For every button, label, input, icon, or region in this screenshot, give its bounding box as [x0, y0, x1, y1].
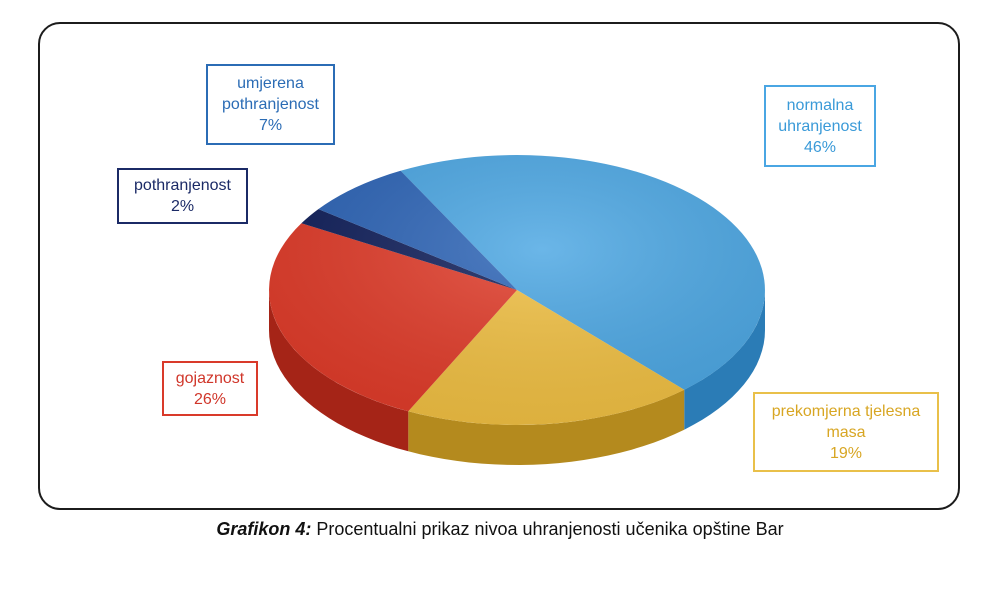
pie-side-2 — [269, 290, 409, 452]
label-pothranjenost: pothranjenost 2% — [117, 168, 248, 224]
pie-side-1 — [408, 389, 685, 465]
figure-caption: Grafikon 4: Procentualni prikaz nivoa uh… — [0, 519, 1000, 540]
pie-sheen — [269, 155, 765, 425]
label-prekomjerna-tjelesna-masa: prekomjerna tjelesna masa 19% — [753, 392, 939, 472]
caption-bold: Grafikon 4: — [216, 519, 312, 539]
label-gojaznost: gojaznost 26% — [162, 361, 258, 416]
label-umjerena-pothranjenost: umjerena pothranjenost 7% — [206, 64, 335, 145]
pie-side-0 — [684, 290, 765, 430]
caption-text: Procentualni prikaz nivoa uhranjenosti u… — [311, 519, 784, 539]
label-normalna-uhranjenost: normalna uhranjenost 46% — [764, 85, 876, 167]
pie-tops — [269, 155, 765, 425]
pie-sides — [269, 290, 765, 465]
